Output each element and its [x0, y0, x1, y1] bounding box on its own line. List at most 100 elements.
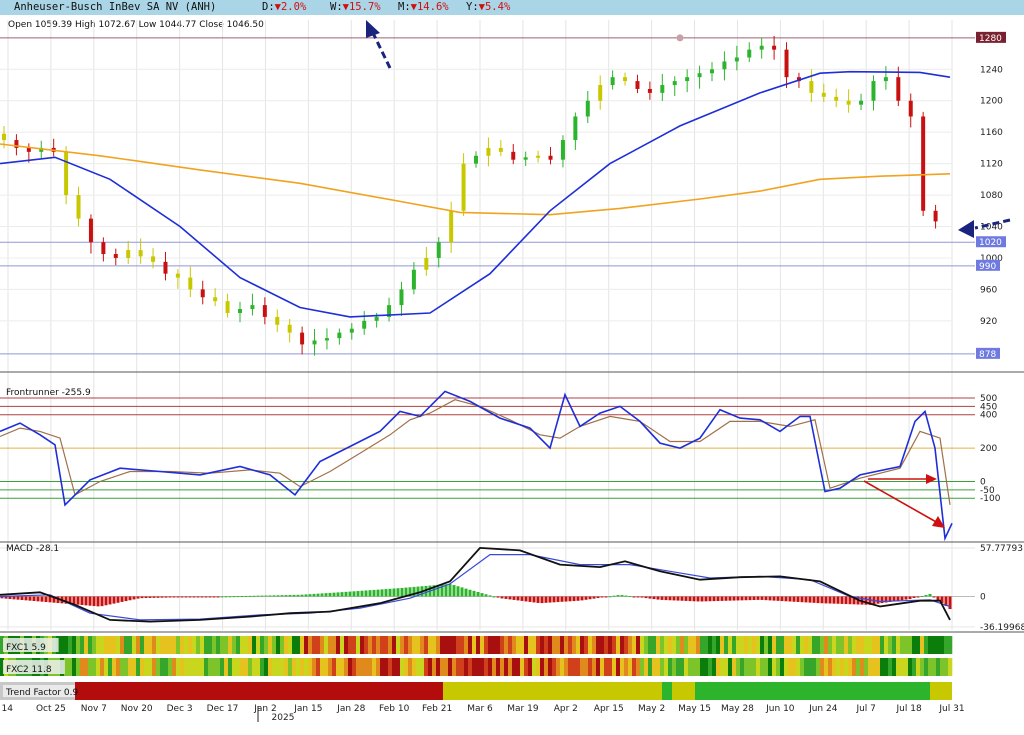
heatmap-cell	[224, 658, 229, 676]
heatmap-cell	[436, 658, 441, 676]
heatmap-cell	[728, 658, 733, 676]
macd-histogram-bar	[576, 596, 580, 601]
macd-label: MACD -28.1	[6, 544, 59, 554]
heatmap-cell	[132, 658, 137, 676]
heatmap-cell	[620, 658, 625, 676]
macd-histogram-bar	[220, 596, 224, 598]
heatmap-cell	[68, 636, 73, 654]
heatmap-cell	[292, 658, 297, 676]
macd-histogram-bar	[904, 596, 908, 600]
heatmap-cell	[812, 636, 817, 654]
macd-histogram-bar	[132, 596, 136, 600]
trend-factor-segment	[672, 682, 695, 700]
macd-histogram-bar	[704, 596, 708, 602]
heatmap-cell	[516, 636, 521, 654]
heatmap-cell	[848, 636, 853, 654]
heatmap-cell	[172, 636, 177, 654]
heatmap-cell	[800, 636, 805, 654]
heatmap-cell	[556, 658, 561, 676]
macd-histogram-bar	[8, 596, 12, 599]
macd-histogram-bar	[568, 596, 572, 602]
heatmap-cell	[360, 658, 365, 676]
macd-histogram-bar	[416, 586, 420, 597]
macd-histogram-bar	[180, 596, 184, 598]
x-tick-label: Nov 7	[81, 704, 107, 714]
heatmap-cell	[240, 636, 245, 654]
heatmap-cell	[948, 636, 953, 654]
candle-body	[449, 210, 454, 243]
sma-slow-line	[0, 143, 951, 216]
heatmap-cell	[868, 636, 873, 654]
trend-factor-segment	[75, 682, 443, 700]
heatmap-cell	[692, 658, 697, 676]
trend-factor-label: Trend Factor 0.9	[5, 688, 78, 698]
heatmap-cell	[380, 658, 385, 676]
heatmap-cell	[544, 658, 549, 676]
heatmap-cell	[552, 636, 557, 654]
heatmap-cell	[408, 658, 413, 676]
macd-histogram-bar	[440, 584, 444, 597]
candle-body	[598, 85, 603, 101]
heatmap-cell	[396, 636, 401, 654]
heatmap-cell	[860, 636, 865, 654]
heatmap-cell	[336, 658, 341, 676]
frontrunner-ref-label: 400	[980, 411, 997, 421]
macd-histogram-bar	[660, 596, 664, 600]
macd-histogram-bar	[488, 595, 492, 597]
heatmap-cell	[524, 636, 529, 654]
heatmap-cell	[888, 636, 893, 654]
heatmap-cell	[224, 636, 229, 654]
macd-histogram-bar	[512, 596, 516, 600]
macd-histogram-bar	[748, 596, 752, 601]
heatmap-cell	[876, 636, 881, 654]
x-axis: t 14 Oct 25 Nov 7 Nov 20 Dec 3 Dec 17 Jan 2 Jan…	[0, 704, 965, 723]
macd-histogram-bar	[800, 596, 804, 603]
macd-histogram-bar	[888, 596, 892, 602]
macd-histogram-bar	[40, 596, 44, 602]
x-tick-label: Nov 20	[121, 704, 153, 714]
heatmap-cell	[140, 658, 145, 676]
heatmap-cell	[392, 636, 397, 654]
heatmap-cell	[716, 636, 721, 654]
heatmap-cell	[828, 658, 833, 676]
x-tick-label: Jul 18	[896, 704, 922, 714]
macd-histogram-bar	[200, 596, 204, 598]
heatmap-cell	[484, 658, 489, 676]
heatmap-cell	[696, 636, 701, 654]
heatmap-cell	[256, 658, 261, 676]
heatmap-cell	[916, 658, 921, 676]
heatmap-cell	[268, 636, 273, 654]
x-tick-label: May 15	[678, 704, 711, 714]
price-level-badge	[976, 259, 1000, 271]
heatmap-cell	[812, 658, 817, 676]
macd-line	[0, 546, 951, 623]
heatmap-cell	[732, 658, 737, 676]
heatmap-cell	[296, 636, 301, 654]
heatmap-cell	[628, 636, 633, 654]
macd-histogram-bar	[84, 596, 88, 606]
candle-body	[722, 61, 727, 70]
heatmap-cell	[156, 658, 161, 676]
heatmap-cell	[840, 658, 845, 676]
heatmap-cell	[196, 658, 201, 676]
macd-histogram-bar	[204, 596, 208, 598]
heatmap-cell	[744, 658, 749, 676]
candle-body	[560, 140, 565, 160]
macd-histogram-bar	[356, 591, 360, 597]
heatmap-cell	[148, 658, 153, 676]
heatmap-cell	[444, 636, 449, 654]
heatmap-cell	[616, 636, 621, 654]
heatmap-cell	[124, 658, 129, 676]
heatmap-cell	[876, 658, 881, 676]
heatmap-cell	[920, 658, 925, 676]
macd-histogram-bar	[80, 596, 84, 606]
frontrunner-label: Frontrunner -255.9	[6, 388, 91, 398]
heatmap-cell	[460, 636, 465, 654]
heatmap-cell	[788, 636, 793, 654]
heatmap-cell	[420, 636, 425, 654]
heatmap-cell	[284, 636, 289, 654]
frontrunner-ref-label: 500	[980, 394, 997, 404]
heatmap-cell	[860, 658, 865, 676]
macd-histogram-bar	[304, 594, 308, 597]
